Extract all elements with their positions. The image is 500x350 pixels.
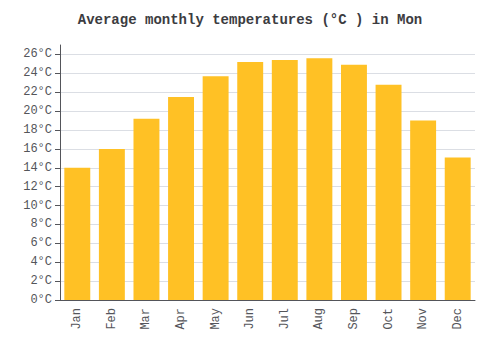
svg-text:Jan: Jan (70, 308, 84, 330)
svg-text:4°C: 4°C (30, 255, 52, 269)
svg-text:10°C: 10°C (23, 199, 52, 213)
svg-text:Nov: Nov (416, 308, 430, 330)
svg-text:May: May (209, 308, 223, 330)
svg-text:22°C: 22°C (23, 85, 52, 99)
svg-text:Apr: Apr (174, 308, 188, 330)
svg-text:Average monthly temperatures (: Average monthly temperatures (°C ) in Mo… (78, 12, 422, 28)
svg-text:Jul: Jul (278, 308, 292, 330)
svg-text:0°C: 0°C (30, 293, 52, 307)
svg-text:24°C: 24°C (23, 66, 52, 80)
svg-text:26°C: 26°C (23, 47, 52, 61)
svg-text:Oct: Oct (382, 308, 396, 330)
svg-text:2°C: 2°C (30, 274, 52, 288)
svg-text:14°C: 14°C (23, 161, 52, 175)
svg-text:20°C: 20°C (23, 104, 52, 118)
svg-text:Jun: Jun (243, 308, 257, 330)
svg-text:Sep: Sep (347, 308, 361, 330)
svg-text:Aug: Aug (312, 308, 326, 330)
svg-text:12°C: 12°C (23, 180, 52, 194)
svg-text:Mar: Mar (139, 308, 153, 330)
svg-text:8°C: 8°C (30, 217, 52, 231)
svg-text:Dec: Dec (451, 308, 465, 330)
svg-text:6°C: 6°C (30, 236, 52, 250)
svg-text:Feb: Feb (105, 308, 119, 330)
svg-text:18°C: 18°C (23, 123, 52, 137)
svg-text:16°C: 16°C (23, 142, 52, 156)
